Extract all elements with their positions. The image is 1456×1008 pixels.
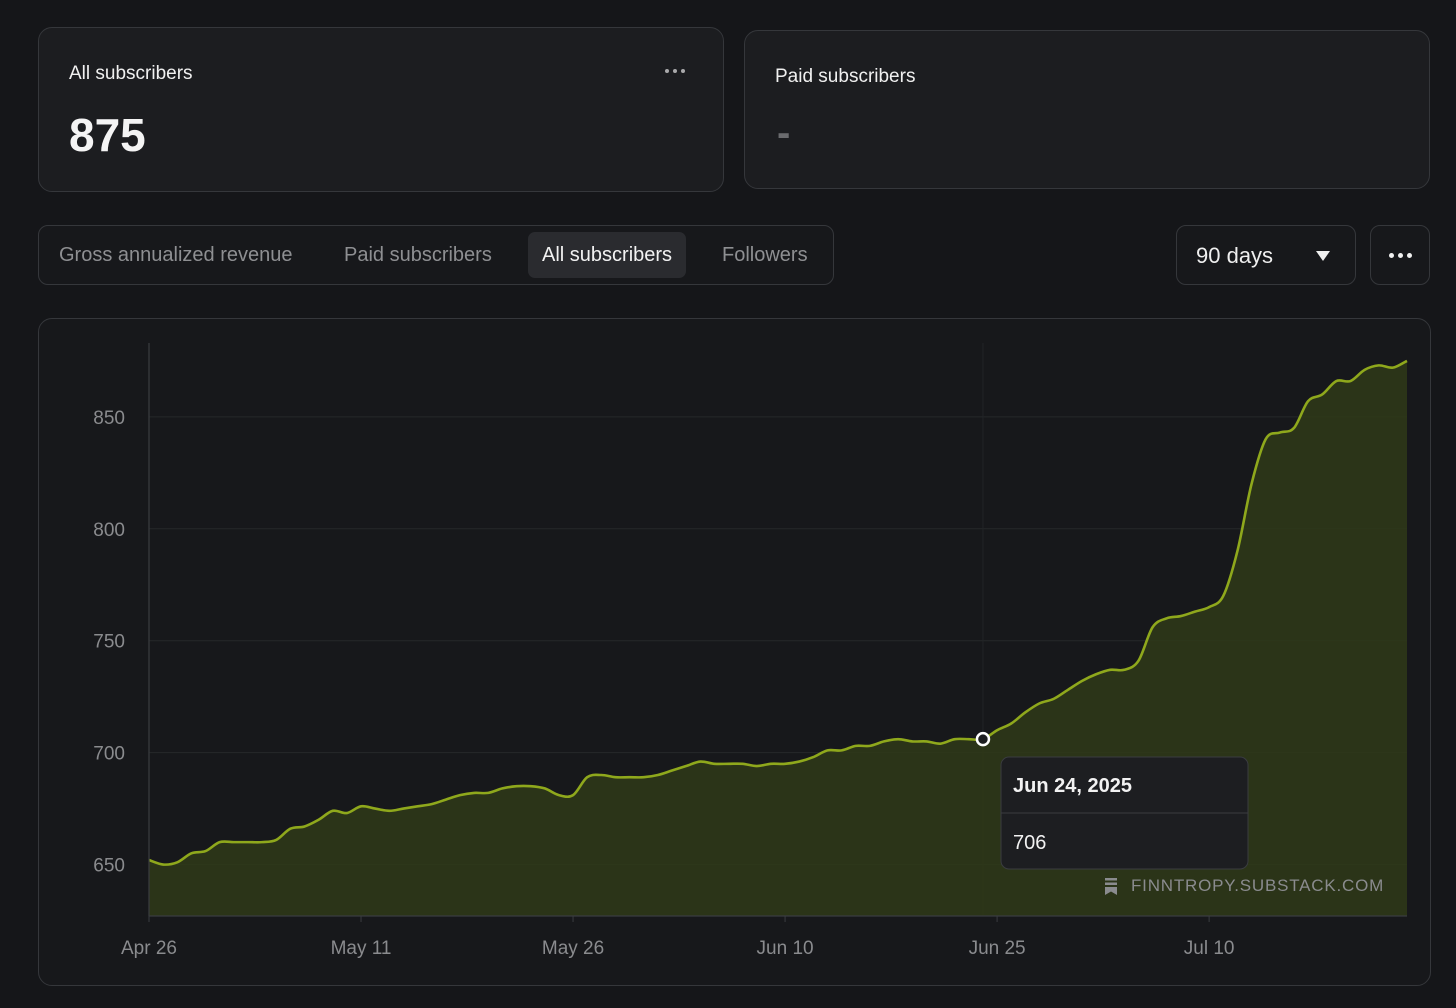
metric-tabs: Gross annualized revenue Paid subscriber… (38, 225, 834, 285)
y-tick-label: 650 (93, 856, 125, 877)
ellipsis-icon[interactable] (665, 64, 687, 78)
subscribers-chart[interactable]: 650 700 750 800 850 Apr 26 May 11 May 26 Jun 10 J… (39, 319, 1432, 987)
y-tick-label: 700 (93, 744, 125, 765)
y-tick-label: 850 (93, 408, 125, 429)
all-subscribers-card: All subscribers 875 (38, 27, 724, 192)
x-tick-label: May 26 (542, 938, 604, 959)
x-tick-label: Jul 10 (1184, 938, 1235, 959)
all-subscribers-value: 875 (69, 109, 146, 161)
tooltip-date: Jun 24, 2025 (1013, 775, 1132, 797)
watermark-text: FINNTROPY.SUBSTACK.COM (1131, 876, 1384, 895)
chart-tooltip: Jun 24, 2025 706 (1000, 756, 1249, 870)
marks (975, 731, 991, 747)
chart-card: 650 700 750 800 850 Apr 26 May 11 May 26 Jun 10 J… (38, 318, 1431, 986)
highlight-point (975, 731, 991, 747)
paid-subscribers-title: Paid subscribers (775, 66, 916, 87)
tab-paid-subscribers[interactable]: Paid subscribers (344, 244, 492, 266)
y-tick-label: 800 (93, 520, 125, 541)
tab-all-subscribers[interactable]: All subscribers (528, 232, 687, 278)
period-dropdown[interactable]: 90 days (1176, 225, 1356, 285)
tab-gross-annualized-revenue[interactable]: Gross annualized revenue (59, 244, 293, 266)
series-line (148, 359, 1408, 866)
caret-down-icon (1316, 251, 1330, 261)
substack-icon (1105, 878, 1117, 895)
tooltip-value: 706 (1013, 832, 1046, 854)
x-tick-label: Jun 10 (757, 938, 814, 959)
paid-subscribers-value: - (777, 111, 791, 155)
x-tick-label: Apr 26 (121, 938, 177, 959)
x-tick-label: May 11 (331, 938, 392, 959)
paid-subscribers-card: Paid subscribers - (744, 30, 1430, 189)
watermark: FINNTROPY.SUBSTACK.COM (1105, 876, 1384, 895)
period-label: 90 days (1196, 243, 1274, 268)
axes: 650 700 750 800 850 Apr 26 May 11 May 26 Jun 10 J… (93, 343, 1407, 959)
more-options-button[interactable] (1370, 225, 1430, 285)
all-subscribers-title: All subscribers (69, 63, 193, 84)
tab-followers[interactable]: Followers (722, 244, 808, 266)
x-tick-label: Jun 25 (969, 938, 1026, 959)
y-tick-label: 750 (93, 632, 125, 653)
